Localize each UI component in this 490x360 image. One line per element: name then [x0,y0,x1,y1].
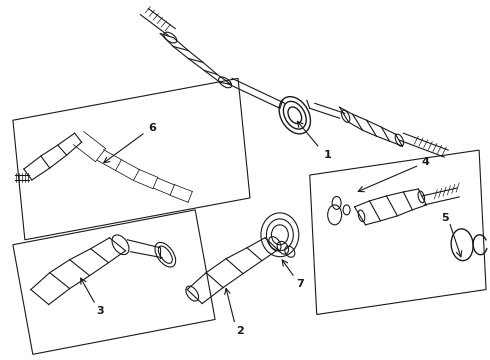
Text: 5: 5 [441,213,449,223]
Text: 6: 6 [148,123,156,133]
Text: 1: 1 [324,150,332,160]
Text: 3: 3 [97,306,104,316]
Text: 7: 7 [296,279,304,289]
Text: 4: 4 [421,157,429,167]
Text: 2: 2 [236,327,244,336]
